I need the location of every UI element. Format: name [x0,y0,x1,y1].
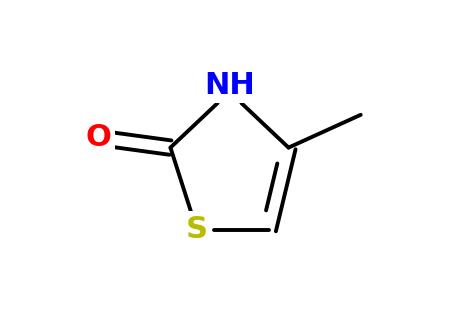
Text: S: S [186,215,208,244]
Text: O: O [85,123,111,152]
Text: NH: NH [204,71,255,100]
